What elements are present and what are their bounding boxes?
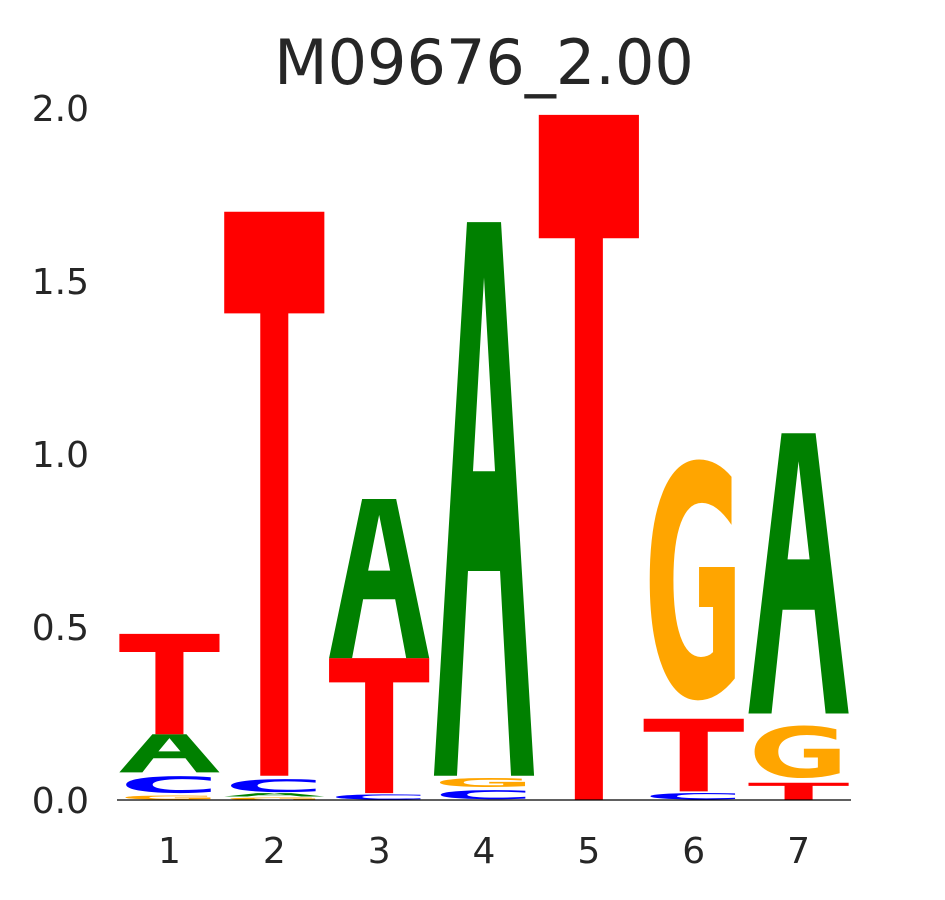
y-tick-label: 1.0 <box>32 435 89 476</box>
letter-G-pos-1: G <box>119 795 219 801</box>
logo-column-3: C <box>329 498 430 801</box>
letter-C-pos-2: C <box>224 776 324 796</box>
logo-column-1: GC <box>119 633 220 801</box>
letter-C-pos-3: C <box>329 793 429 801</box>
letter-T-pos-5 <box>538 114 639 801</box>
letter-T-pos-3 <box>329 658 430 794</box>
logo-column-4: CG <box>433 222 535 802</box>
logo-column-7: G <box>748 433 849 800</box>
letter-G-pos-6: G <box>644 400 744 771</box>
y-tick-label: 2.0 <box>32 89 89 130</box>
letter-A-pos-2 <box>224 793 325 797</box>
letter-A-pos-4 <box>433 222 535 776</box>
y-tick-label: 0.0 <box>32 781 89 822</box>
letter-T-pos-1 <box>119 633 220 735</box>
letter-C-pos-6: C <box>644 791 744 801</box>
letter-T-pos-2 <box>224 211 325 776</box>
x-tick-label: 5 <box>577 831 600 872</box>
letter-C-pos-1: C <box>119 772 219 798</box>
x-tick-label: 4 <box>473 831 496 872</box>
x-tick-label: 3 <box>368 831 391 872</box>
logo-column-6: CG <box>643 400 744 801</box>
letter-A-pos-1 <box>119 734 220 773</box>
letter-T-pos-7 <box>748 782 849 800</box>
x-tick-label: 2 <box>263 831 286 872</box>
y-tick-label: 1.5 <box>32 262 89 303</box>
logo-column-5 <box>538 114 639 801</box>
letter-C-pos-4: C <box>434 788 534 802</box>
letter-A-pos-3 <box>329 498 430 659</box>
y-tick-label: 0.5 <box>32 608 89 649</box>
x-tick-label: 1 <box>158 831 181 872</box>
letter-G-pos-7: G <box>749 714 849 794</box>
letter-G-pos-2: G <box>224 797 324 801</box>
letter-A-pos-7 <box>748 433 849 714</box>
letter-T-pos-6 <box>643 718 744 792</box>
x-tick-label: 6 <box>682 831 705 872</box>
x-tick-label: 7 <box>787 831 810 872</box>
letter-G-pos-4: G <box>434 776 534 790</box>
y-axis-ticks: 0.0 0.5 1.0 1.5 2.0 <box>32 89 89 822</box>
logo-column-2: GC <box>224 211 325 801</box>
x-axis-ticks: 1 2 3 4 5 6 7 <box>158 831 810 872</box>
chart-title: M09676_2.00 <box>274 26 694 99</box>
